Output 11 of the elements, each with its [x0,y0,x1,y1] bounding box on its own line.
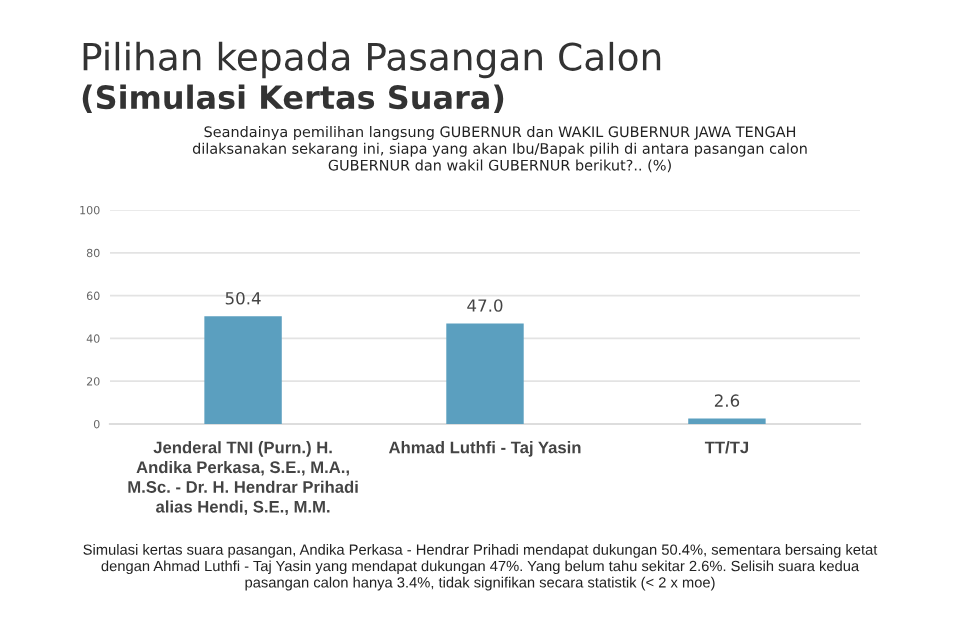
x-tick-label: TT/TJ [704,441,749,454]
data-label: 50.4 [225,291,261,305]
data-label: 47.0 [467,299,503,312]
bar [688,418,766,424]
bar [204,316,282,424]
bar [446,323,524,424]
chart-subtitle: (Simulasi Kertas Suara) [82,84,504,114]
x-tick-label: Jenderal TNI (Purn.) H. Andika Perkasa, S.E., M.A., M.Sc. - Dr. H. Hendrar Prihadi alias Hendi, S.E., M.M. [128,441,358,516]
chart-title: Pilihan kepada Pasangan Calon [83,41,661,79]
data-label: 2.6 [714,394,740,407]
x-tick-label: Ahmad Luthfi - Taj Yasin [388,441,581,457]
